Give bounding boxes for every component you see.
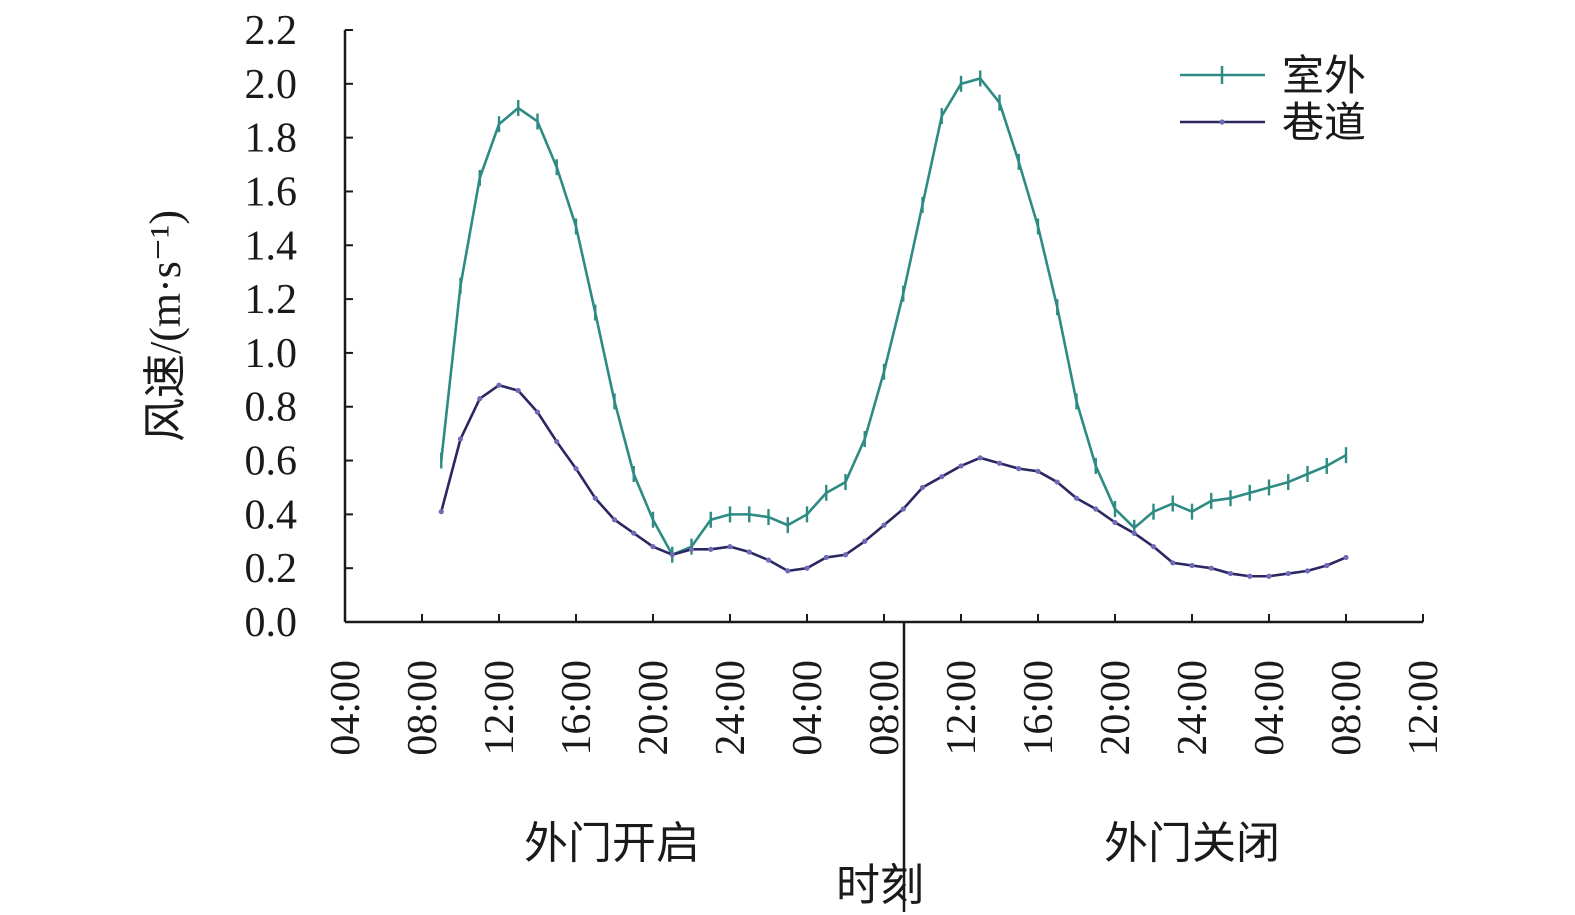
data-point-tunnel <box>727 544 733 550</box>
data-point-tunnel <box>785 568 791 574</box>
data-point-tunnel <box>823 554 829 561</box>
data-point-tunnel <box>515 387 521 394</box>
data-point-tunnel <box>1189 562 1195 569</box>
data-point-tunnel <box>881 522 887 528</box>
data-point-tunnel <box>688 546 695 552</box>
y-tick-label: 2.0 <box>245 62 298 108</box>
data-point-tunnel <box>708 546 714 552</box>
x-tick-label: 20:00 <box>1093 660 1139 756</box>
data-point-tunnel <box>1285 570 1291 577</box>
data-point-tunnel <box>1035 468 1041 474</box>
series-line-outdoor <box>439 77 1347 557</box>
legend-marker-tunnel <box>1219 119 1225 125</box>
y-axis: 0.0 0.2 0.4 0.6 0.8 1.0 1.2 1.4 1.6 1.8 2.0 2.2 <box>245 8 353 646</box>
x-tick-label: 12:00 <box>477 660 523 756</box>
x-tick-label: 04:00 <box>323 660 369 756</box>
x-tick-label: 08:00 <box>862 660 908 756</box>
data-point-tunnel <box>1150 544 1157 550</box>
data-point-tunnel <box>939 474 945 480</box>
data-point-tunnel <box>611 517 618 523</box>
data-point-tunnel <box>438 509 444 515</box>
x-tick-label: 12:00 <box>1401 660 1447 756</box>
x-tick-label: 20:00 <box>631 660 677 756</box>
x-axis: 04:00 08:00 12:00 16:00 20:00 24:00 04:00 08:00… <box>323 614 1447 756</box>
y-tick-label: 0.6 <box>245 439 298 485</box>
y-tick-label: 1.0 <box>245 331 298 377</box>
x-tick-label: 08:00 <box>1324 660 1370 756</box>
series-tunnel <box>438 382 1349 579</box>
x-tick-label: 16:00 <box>1016 660 1062 756</box>
data-point-tunnel <box>1304 568 1311 574</box>
y-tick-label: 1.8 <box>245 116 298 162</box>
data-point-tunnel <box>1093 506 1099 512</box>
x-tick-label: 04:00 <box>785 660 831 756</box>
data-point-tunnel <box>900 506 906 512</box>
data-point-tunnel <box>1170 560 1176 566</box>
data-point-tunnel <box>919 484 926 491</box>
y-tick-label: 1.6 <box>245 169 298 215</box>
group-label-closed: 外门关闭 <box>1104 819 1280 868</box>
data-point-tunnel <box>457 436 464 442</box>
data-point-tunnel <box>1208 565 1214 571</box>
data-point-tunnel <box>477 396 483 402</box>
y-tick-label: 2.2 <box>245 8 298 54</box>
data-point-tunnel <box>842 552 849 558</box>
y-tick-label: 1.4 <box>245 223 298 269</box>
data-point-tunnel <box>669 552 675 558</box>
data-point-tunnel <box>977 455 983 461</box>
legend-item-outdoor: 室外 <box>1180 53 1366 100</box>
group-label-open: 外门开启 <box>524 819 700 868</box>
data-point-tunnel <box>1343 554 1349 561</box>
data-point-tunnel <box>1073 495 1080 501</box>
legend-item-tunnel: 巷道 <box>1180 101 1366 147</box>
x-tick-label: 16:00 <box>554 660 600 756</box>
x-axis-title: 时刻 <box>836 861 924 910</box>
x-tick-label: 24:00 <box>708 660 754 756</box>
data-point-tunnel <box>1227 570 1234 577</box>
data-point-tunnel <box>765 557 772 563</box>
series-line-tunnel <box>439 383 1347 578</box>
data-point-tunnel <box>1324 562 1330 569</box>
data-point-tunnel <box>862 538 868 544</box>
data-point-tunnel <box>1266 573 1272 579</box>
legend-label-outdoor: 室外 <box>1282 53 1366 100</box>
series-outdoor <box>439 70 1348 563</box>
y-tick-label: 0.2 <box>245 546 298 592</box>
data-point-tunnel <box>1247 573 1253 579</box>
data-point-tunnel <box>996 460 1003 466</box>
data-point-tunnel <box>592 495 598 501</box>
y-tick-label: 0.4 <box>245 492 298 538</box>
series-layer <box>438 70 1349 579</box>
data-point-tunnel <box>554 439 560 445</box>
data-point-tunnel <box>534 409 541 415</box>
y-axis-title: 风速/(m·s⁻¹) <box>141 210 190 442</box>
x-tick-label: 24:00 <box>1170 660 1216 756</box>
data-point-tunnel <box>1016 466 1022 472</box>
data-point-tunnel <box>1131 530 1137 536</box>
data-point-tunnel <box>650 544 656 550</box>
y-tick-label: 0.8 <box>245 385 298 431</box>
data-point-tunnel <box>573 466 579 472</box>
data-point-tunnel <box>1112 519 1118 526</box>
data-point-tunnel <box>804 565 810 571</box>
x-tick-label: 08:00 <box>400 660 446 756</box>
data-point-tunnel <box>746 549 752 555</box>
y-tick-label: 1.2 <box>245 277 298 323</box>
y-tick-label: 0.0 <box>245 600 298 646</box>
legend-label-tunnel: 巷道 <box>1282 101 1366 147</box>
x-tick-label: 12:00 <box>939 660 985 756</box>
x-tick-label: 04:00 <box>1247 660 1293 756</box>
data-point-tunnel <box>496 382 502 388</box>
data-point-tunnel <box>1054 479 1060 485</box>
data-point-tunnel <box>958 463 964 469</box>
data-point-tunnel <box>631 530 637 536</box>
legend: 室外 巷道 <box>1180 53 1366 147</box>
